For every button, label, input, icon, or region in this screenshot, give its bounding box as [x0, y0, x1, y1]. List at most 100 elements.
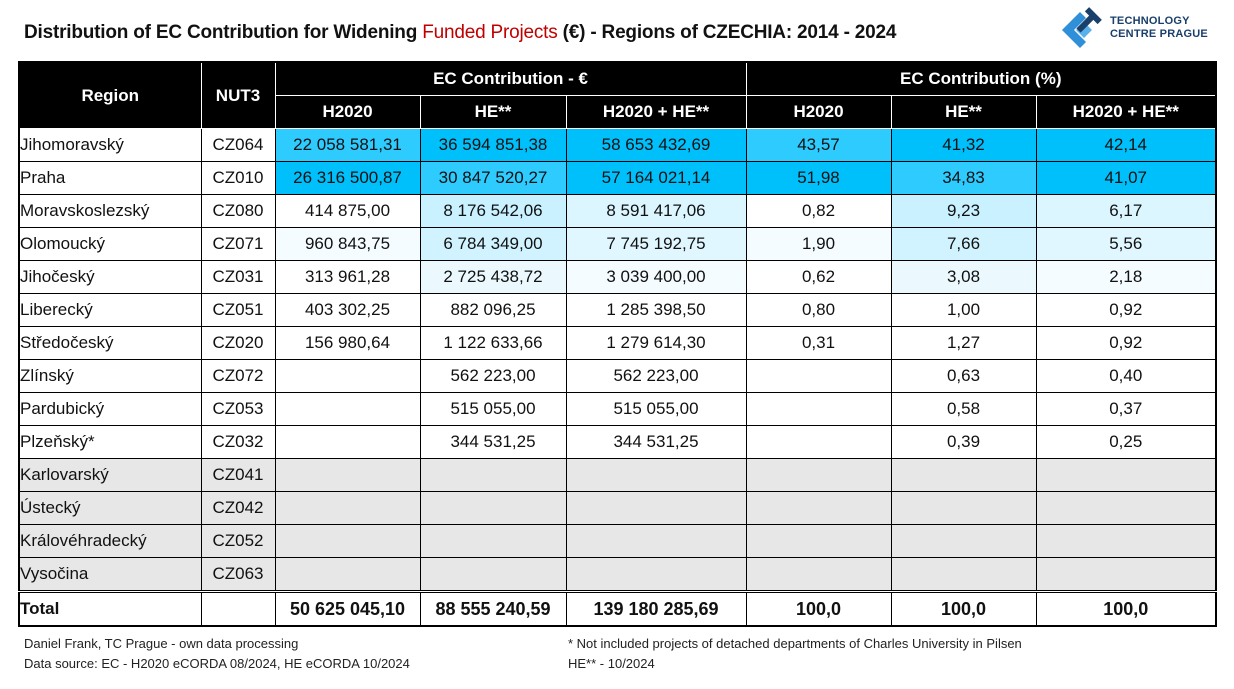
footer-author: Daniel Frank, TC Prague - own data proce…: [24, 636, 299, 651]
cell-pct-sum: [1035, 557, 1217, 592]
cell-pct-sum: [1035, 491, 1217, 525]
cell-region: Ústecký: [18, 491, 202, 525]
cell-nut3: CZ080: [200, 194, 276, 228]
cell-region: Královéhradecký: [18, 524, 202, 558]
total-row: Total 50 625 045,10 88 555 240,59 139 18…: [18, 590, 1217, 627]
cell-eur-he: [419, 458, 567, 492]
cell-nut3: CZ052: [200, 524, 276, 558]
cell-pct-he: 0,58: [890, 392, 1037, 426]
cell-pct-he: [890, 491, 1037, 525]
cell-eur-sum: [565, 491, 747, 525]
cell-pct-sum: 5,56: [1035, 227, 1217, 261]
cell-pct-h2020: 43,57: [745, 128, 892, 162]
cell-pct-he: 7,66: [890, 227, 1037, 261]
header-pct-he: HE**: [890, 95, 1037, 129]
cell-pct-h2020: 0,31: [745, 326, 892, 360]
header-group-eur: EC Contribution - €: [274, 61, 747, 96]
footer-left: Daniel Frank, TC Prague - own data proce…: [24, 634, 410, 674]
cell-pct-he: 41,32: [890, 128, 1037, 162]
table-row: Ústecký CZ042: [18, 491, 1217, 525]
header-eur-h2020: H2020: [274, 95, 421, 129]
cell-pct-h2020: [745, 425, 892, 459]
cell-nut3: CZ042: [200, 491, 276, 525]
cell-eur-h2020: 313 961,28: [274, 260, 421, 294]
header-eur-he: HE**: [419, 95, 567, 129]
cell-pct-he: 0,63: [890, 359, 1037, 393]
cell-nut3: CZ064: [200, 128, 276, 162]
cell-eur-sum: 515 055,00: [565, 392, 747, 426]
total-sum: 139 180 285,69: [565, 590, 747, 627]
cell-eur-h2020: 22 058 581,31: [274, 128, 421, 162]
cell-pct-sum: 0,25: [1035, 425, 1217, 459]
table-row: Praha CZ010 26 316 500,87 30 847 520,27 57 1…: [18, 161, 1217, 195]
cell-nut3: CZ072: [200, 359, 276, 393]
cell-pct-he: 1,00: [890, 293, 1037, 327]
logo-line2: CENTRE PRAGUE: [1110, 28, 1208, 40]
cell-eur-sum: [565, 458, 747, 492]
cell-nut3: CZ053: [200, 392, 276, 426]
table-row: Karlovarský CZ041: [18, 458, 1217, 492]
cell-pct-sum: 2,18: [1035, 260, 1217, 294]
cell-eur-he: 36 594 851,38: [419, 128, 567, 162]
cell-pct-h2020: 51,98: [745, 161, 892, 195]
cell-eur-he: [419, 491, 567, 525]
table-body: Jihomoravský CZ064 22 058 581,31 36 594 851…: [18, 128, 1217, 627]
cell-pct-h2020: [745, 524, 892, 558]
cell-pct-sum: 0,40: [1035, 359, 1217, 393]
cell-eur-h2020: [274, 425, 421, 459]
cell-region: Vysočina: [18, 557, 202, 592]
footer-right: * Not included projects of detached depa…: [568, 634, 1022, 674]
cell-eur-sum: 7 745 192,75: [565, 227, 747, 261]
cell-pct-sum: 0,92: [1035, 326, 1217, 360]
title-text-end: (€) - Regions of CZECHIA: 2014 - 2024: [557, 22, 897, 43]
footer-note-asterisk: * Not included projects of detached depa…: [568, 636, 1022, 651]
cell-eur-he: 30 847 520,27: [419, 161, 567, 195]
cell-eur-h2020: [274, 524, 421, 558]
cell-nut3: CZ071: [200, 227, 276, 261]
cell-eur-he: 515 055,00: [419, 392, 567, 426]
cell-eur-h2020: [274, 458, 421, 492]
table-row: Plzeňský* CZ032 344 531,25 344 531,25 0,39 0,…: [18, 425, 1217, 459]
table-row: Středočeský CZ020 156 980,64 1 122 633,66 1 …: [18, 326, 1217, 360]
cell-pct-h2020: 1,90: [745, 227, 892, 261]
cell-eur-h2020: [274, 557, 421, 592]
header-pct-h2020: H2020: [745, 95, 892, 129]
cell-eur-sum: 3 039 400,00: [565, 260, 747, 294]
cell-region: Olomoucký: [18, 227, 202, 261]
total-nut3: [200, 590, 276, 627]
cell-pct-h2020: [745, 359, 892, 393]
contribution-table: Region NUT3 EC Contribution - € EC Contr…: [18, 61, 1217, 627]
logo: TECHNOLOGY CENTRE PRAGUE: [1058, 6, 1228, 52]
header-region: Region: [18, 61, 202, 129]
footer-source: Data source: EC - H2020 eCORDA 08/2024, …: [24, 656, 410, 671]
cell-eur-sum: 562 223,00: [565, 359, 747, 393]
cell-eur-he: 344 531,25: [419, 425, 567, 459]
cell-eur-he: 562 223,00: [419, 359, 567, 393]
cell-eur-sum: [565, 524, 747, 558]
cell-region: Karlovarský: [18, 458, 202, 492]
cell-eur-he: 2 725 438,72: [419, 260, 567, 294]
cell-pct-sum: [1035, 524, 1217, 558]
cell-region: Jihomoravský: [18, 128, 202, 162]
cell-eur-sum: [565, 557, 747, 592]
cell-eur-h2020: 156 980,64: [274, 326, 421, 360]
cell-pct-he: [890, 557, 1037, 592]
cell-eur-h2020: 403 302,25: [274, 293, 421, 327]
total-pct-sum: 100,0: [1035, 590, 1217, 627]
table-row: Liberecký CZ051 403 302,25 882 096,25 1 285 …: [18, 293, 1217, 327]
cell-pct-sum: [1035, 458, 1217, 492]
table-row: Olomoucký CZ071 960 843,75 6 784 349,00 7 74…: [18, 227, 1217, 261]
total-h2020: 50 625 045,10: [274, 590, 421, 627]
cell-eur-sum: 1 279 614,30: [565, 326, 747, 360]
cell-eur-sum: 344 531,25: [565, 425, 747, 459]
table-row: Zlínský CZ072 562 223,00 562 223,00 0,63 0,40: [18, 359, 1217, 393]
cell-nut3: CZ010: [200, 161, 276, 195]
cell-pct-sum: 41,07: [1035, 161, 1217, 195]
cell-pct-he: 34,83: [890, 161, 1037, 195]
cell-nut3: CZ063: [200, 557, 276, 592]
title-text: Distribution of EC Contribution for Wide…: [24, 22, 423, 43]
table-row: Jihočeský CZ031 313 961,28 2 725 438,72 3 03…: [18, 260, 1217, 294]
cell-pct-h2020: 0,80: [745, 293, 892, 327]
header-eur-sum: H2020 + HE**: [565, 95, 747, 129]
cell-region: Moravskoslezský: [18, 194, 202, 228]
